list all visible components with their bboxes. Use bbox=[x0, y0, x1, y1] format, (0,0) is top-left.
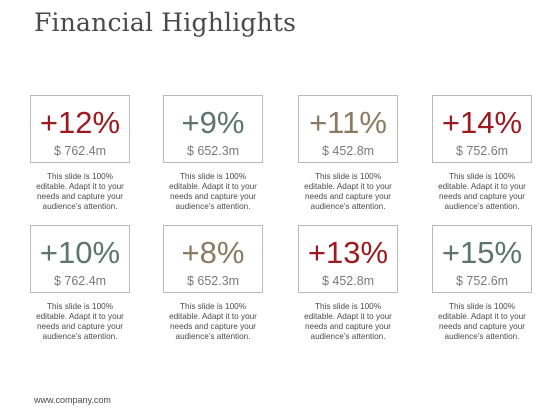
percent-value: +11% bbox=[309, 105, 387, 140]
description-line: audience’s attention. bbox=[42, 332, 118, 341]
amount-value: $ 752.6m bbox=[455, 274, 509, 288]
highlight-card: +8% $ 652.3m This slide is 100% editable… bbox=[153, 225, 273, 342]
description-line: audience’s attention. bbox=[175, 332, 251, 341]
card-description: This slide is 100% editable. Adapt it to… bbox=[153, 172, 273, 212]
description-line: needs and capture your bbox=[36, 192, 124, 201]
description-line: editable. Adapt it to your bbox=[36, 312, 124, 321]
highlight-card: +10% $ 762.4m This slide is 100% editabl… bbox=[20, 225, 140, 342]
description-line: audience’s attention. bbox=[310, 202, 386, 211]
description-line: editable. Adapt it to your bbox=[438, 312, 526, 321]
description-line: needs and capture your bbox=[438, 322, 526, 331]
highlight-box: +10% $ 762.4m bbox=[30, 225, 130, 293]
percent-value: +10% bbox=[39, 235, 121, 270]
description-line: editable. Adapt it to your bbox=[169, 312, 257, 321]
card-description: This slide is 100% editable. Adapt it to… bbox=[288, 302, 408, 342]
description-line: needs and capture your bbox=[304, 192, 392, 201]
description-line: editable. Adapt it to your bbox=[438, 182, 526, 191]
description-line: needs and capture your bbox=[169, 322, 257, 331]
description-line: This slide is 100% bbox=[449, 172, 515, 181]
description-line: This slide is 100% bbox=[315, 302, 381, 311]
amount-value: $ 652.3m bbox=[186, 274, 240, 288]
card-description: This slide is 100% editable. Adapt it to… bbox=[288, 172, 408, 212]
description-line: editable. Adapt it to your bbox=[304, 312, 392, 321]
highlight-card: +14% $ 752.6m This slide is 100% editabl… bbox=[422, 95, 542, 212]
percent-value: +12% bbox=[39, 105, 121, 140]
card-description: This slide is 100% editable. Adapt it to… bbox=[153, 302, 273, 342]
percent-value: +13% bbox=[307, 235, 389, 270]
description-line: needs and capture your bbox=[304, 322, 392, 331]
percent-value: +14% bbox=[441, 105, 523, 140]
amount-value: $ 452.8m bbox=[321, 274, 375, 288]
description-line: audience’s attention. bbox=[444, 202, 520, 211]
description-line: audience’s attention. bbox=[42, 202, 118, 211]
highlight-box: +13% $ 452.8m bbox=[298, 225, 398, 293]
description-line: This slide is 100% bbox=[315, 172, 381, 181]
amount-value: $ 762.4m bbox=[53, 144, 107, 158]
highlight-card: +12% $ 762.4m This slide is 100% editabl… bbox=[20, 95, 140, 212]
amount-value: $ 762.4m bbox=[53, 274, 107, 288]
highlight-card: +9% $ 652.3m This slide is 100% editable… bbox=[153, 95, 273, 212]
description-line: This slide is 100% bbox=[47, 302, 113, 311]
card-description: This slide is 100% editable. Adapt it to… bbox=[422, 172, 542, 212]
description-line: This slide is 100% bbox=[47, 172, 113, 181]
description-line: needs and capture your bbox=[169, 192, 257, 201]
highlight-card: +11% $ 452.8m This slide is 100% editabl… bbox=[288, 95, 408, 212]
card-description: This slide is 100% editable. Adapt it to… bbox=[422, 302, 542, 342]
description-line: This slide is 100% bbox=[449, 302, 515, 311]
description-line: needs and capture your bbox=[36, 322, 124, 331]
description-line: This slide is 100% bbox=[180, 302, 246, 311]
description-line: audience’s attention. bbox=[444, 332, 520, 341]
card-description: This slide is 100% editable. Adapt it to… bbox=[20, 302, 140, 342]
amount-value: $ 752.6m bbox=[455, 144, 509, 158]
description-line: editable. Adapt it to your bbox=[304, 182, 392, 191]
slide-title: Financial Highlights bbox=[34, 8, 297, 37]
percent-value: +15% bbox=[441, 235, 523, 270]
highlight-box: +9% $ 652.3m bbox=[163, 95, 263, 163]
description-line: editable. Adapt it to your bbox=[169, 182, 257, 191]
amount-value: $ 452.8m bbox=[321, 144, 375, 158]
description-line: This slide is 100% bbox=[180, 172, 246, 181]
highlight-box: +15% $ 752.6m bbox=[432, 225, 532, 293]
footer-url[interactable]: www.company.com bbox=[34, 395, 111, 405]
description-line: needs and capture your bbox=[438, 192, 526, 201]
description-line: audience’s attention. bbox=[310, 332, 386, 341]
description-line: editable. Adapt it to your bbox=[36, 182, 124, 191]
highlight-box: +8% $ 652.3m bbox=[163, 225, 263, 293]
highlight-box: +14% $ 752.6m bbox=[432, 95, 532, 163]
highlight-card: +13% $ 452.8m This slide is 100% editabl… bbox=[288, 225, 408, 342]
highlight-box: +11% $ 452.8m bbox=[298, 95, 398, 163]
description-line: audience’s attention. bbox=[175, 202, 251, 211]
amount-value: $ 652.3m bbox=[186, 144, 240, 158]
highlight-box: +12% $ 762.4m bbox=[30, 95, 130, 163]
percent-value: +8% bbox=[181, 235, 245, 270]
percent-value: +9% bbox=[181, 105, 245, 140]
card-description: This slide is 100% editable. Adapt it to… bbox=[20, 172, 140, 212]
highlight-card: +15% $ 752.6m This slide is 100% editabl… bbox=[422, 225, 542, 342]
